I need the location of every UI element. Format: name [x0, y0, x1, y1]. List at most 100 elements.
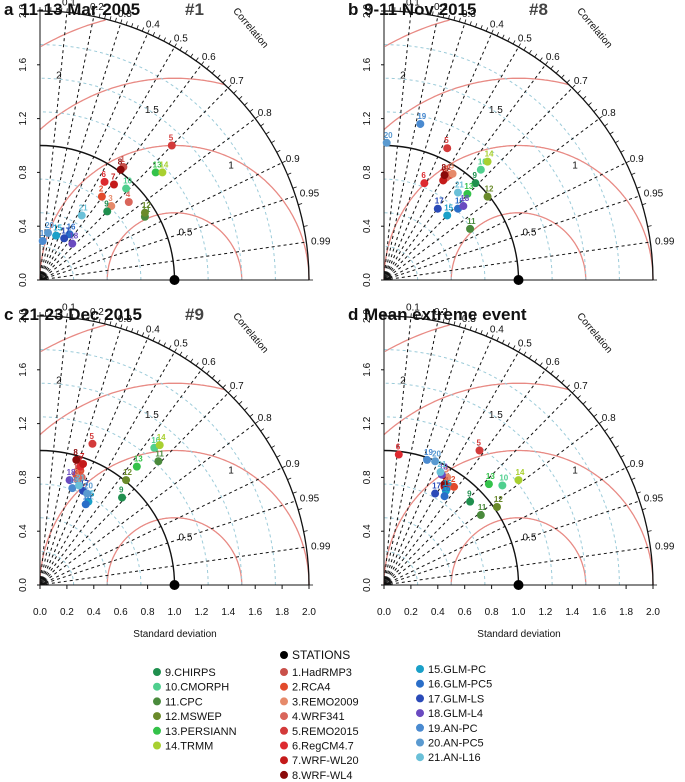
point-label: 3	[108, 194, 113, 203]
sd-arc	[39, 416, 209, 586]
data-point	[443, 211, 452, 220]
correlation-tick-mark	[426, 10, 429, 15]
data-point	[83, 489, 92, 498]
correlation-tick-mark	[448, 14, 450, 19]
point-label: 15	[53, 224, 62, 233]
correlation-tick-mark	[523, 351, 527, 356]
point-label: 10	[123, 177, 132, 186]
correlation-tick: 0.3	[462, 9, 476, 20]
data-point	[81, 500, 90, 509]
rms-label: 2	[56, 375, 62, 386]
correlation-tick-mark	[168, 40, 172, 45]
correlation-tick-mark	[174, 348, 177, 353]
data-point	[448, 169, 457, 178]
data-point	[449, 482, 458, 491]
correlation-tick-mark	[426, 315, 429, 320]
point-label: 12	[494, 495, 503, 504]
correlation-tick-mark	[233, 90, 237, 94]
data-point	[420, 179, 429, 188]
correlation-tick-mark	[545, 366, 549, 371]
correlation-tick-mark	[254, 115, 259, 119]
legend-item: 15.GLM-PC	[428, 664, 486, 676]
correlation-tick-mark	[104, 319, 106, 324]
x-axis-label: Standard deviation	[477, 629, 560, 640]
correlation-tick-mark	[432, 316, 434, 321]
correlation-tick-mark	[432, 11, 434, 16]
correlation-tick-mark	[625, 465, 630, 469]
correlation-tick-mark	[588, 407, 592, 411]
correlation-tick-mark	[555, 69, 560, 74]
point-label: 12	[123, 468, 132, 477]
legend-item-marker	[153, 726, 161, 735]
legend-item: 5.REMO2015	[292, 726, 359, 738]
correlation-tick-mark	[636, 491, 641, 494]
correlation-tick-mark	[647, 225, 652, 227]
correlation-tick-mark	[631, 477, 636, 480]
legend: 9.CHIRPS 10.CMORPH 11.CPC 12.MSWEP 13.PERSIA…	[153, 648, 492, 782]
data-point	[122, 476, 131, 485]
sd-arc	[383, 245, 419, 281]
correlation-tick-mark	[453, 16, 456, 21]
rms-label: 0.5	[523, 533, 537, 544]
data-point	[68, 239, 77, 248]
correlation-tick: 0.99	[311, 542, 331, 553]
correlation-tick-mark	[228, 389, 232, 394]
taylor-panel-c: 0.5 1 1.5 2 0.1 0.2 0.3 0.4 0.5 0.6 0.7 0.8 0.9 0.95 0…	[4, 303, 331, 640]
correlation-tick-mark	[174, 43, 177, 48]
correlation-tick-mark	[550, 65, 554, 70]
legend-item-marker	[416, 694, 424, 703]
correlation-tick-mark	[539, 362, 543, 367]
data-point	[155, 441, 164, 450]
data-point	[416, 119, 425, 128]
point-label: 21	[79, 203, 88, 212]
data-point	[440, 480, 449, 489]
legend-item-marker	[280, 741, 288, 750]
correlation-tick-mark	[292, 186, 297, 189]
point-label: 20	[45, 221, 54, 230]
point-label: 14	[485, 150, 494, 159]
correlation-tick-mark	[458, 322, 461, 327]
data-point	[38, 236, 47, 245]
correlation-tick-mark	[184, 49, 188, 54]
point-label: 2	[444, 164, 449, 173]
data-point	[151, 168, 160, 177]
point-label: 4	[443, 166, 448, 175]
rms-label: 2	[400, 70, 406, 81]
correlation-tick-mark	[303, 530, 308, 532]
x-tick-label: 2.0	[646, 607, 660, 618]
correlation-tick-mark	[512, 345, 516, 350]
correlation-tick-mark	[228, 84, 232, 89]
correlation-tick-mark	[421, 314, 423, 319]
correlation-tick-mark	[158, 34, 161, 39]
legend-item: 2.RCA4	[292, 682, 331, 694]
data-point	[124, 197, 133, 206]
correlation-tick: 0.5	[174, 339, 188, 350]
legend-item-marker	[153, 697, 161, 706]
point-label: 8	[73, 448, 78, 457]
legend-item: 18.GLM-L4	[428, 708, 483, 720]
point-label: 7	[442, 475, 447, 484]
correlation-tick-mark	[555, 374, 560, 379]
data-point	[382, 138, 391, 147]
data-point	[476, 165, 485, 174]
point-label: 3	[75, 468, 80, 477]
point-label: 10	[499, 473, 508, 482]
correlation-tick-mark	[642, 508, 647, 511]
x-tick-label: 0.0	[377, 607, 391, 618]
point-label: 9	[467, 490, 472, 499]
point-label: 4	[444, 476, 449, 485]
data-point	[60, 234, 69, 243]
point-label: 9	[119, 486, 124, 495]
sd-arc	[39, 382, 243, 586]
point-label: 1	[447, 163, 452, 172]
rms-label: 1.5	[145, 105, 159, 116]
legend-item: 20.AN-PC5	[428, 738, 484, 750]
correlation-tick-mark	[276, 149, 281, 153]
correlation-tick-mark	[496, 337, 500, 342]
correlation-tick-mark	[598, 420, 603, 424]
legend-item-marker	[416, 738, 424, 747]
correlation-tick-mark	[534, 53, 538, 58]
correlation-tick-mark	[582, 401, 587, 405]
rms-circle	[383, 382, 569, 436]
